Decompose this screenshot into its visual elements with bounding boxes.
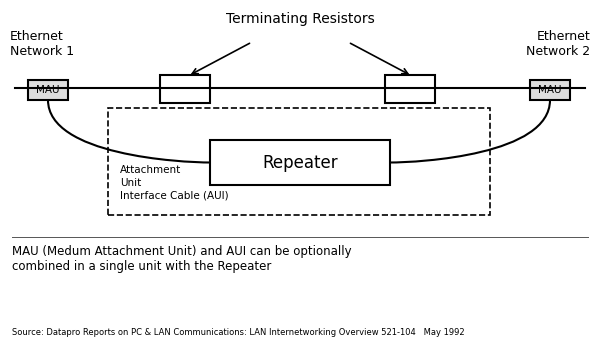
Text: Repeater: Repeater	[262, 153, 338, 172]
Text: Attachment: Attachment	[120, 165, 181, 175]
Text: Source: Datapro Reports on PC & LAN Communications: LAN Internetworking Overview: Source: Datapro Reports on PC & LAN Comm…	[12, 328, 464, 337]
Text: Ethernet
Network 1: Ethernet Network 1	[10, 30, 74, 58]
Bar	[210, 140, 390, 185]
Text: MAU (Medum Attachment Unit) and AUI can be optionally: MAU (Medum Attachment Unit) and AUI can …	[12, 245, 352, 258]
Bar	[28, 80, 68, 100]
Bar	[160, 75, 210, 103]
Text: MAU: MAU	[36, 85, 60, 95]
Bar	[108, 108, 490, 215]
Text: MAU: MAU	[538, 85, 562, 95]
Bar	[385, 75, 435, 103]
Text: Interface Cable (AUI): Interface Cable (AUI)	[120, 191, 229, 201]
Text: Unit: Unit	[120, 178, 141, 188]
Text: combined in a single unit with the Repeater: combined in a single unit with the Repea…	[12, 260, 271, 273]
Text: Terminating Resistors: Terminating Resistors	[226, 12, 374, 26]
Text: Ethernet
Network 2: Ethernet Network 2	[526, 30, 590, 58]
Bar	[530, 80, 570, 100]
